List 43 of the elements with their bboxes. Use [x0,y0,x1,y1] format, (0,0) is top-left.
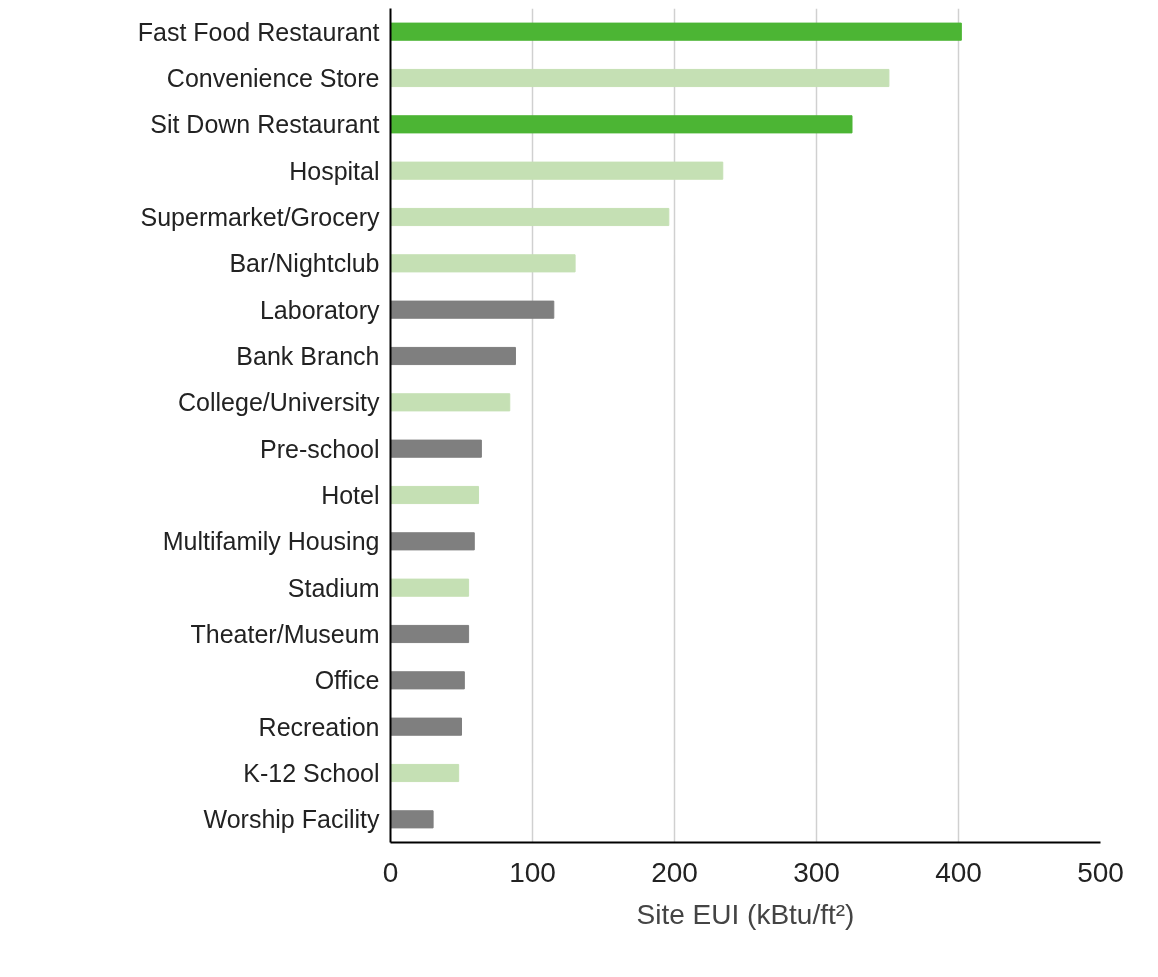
bar [390,485,480,505]
y-tick-label: Convenience Store [166,64,380,92]
y-tick-label: Recreation [258,712,380,741]
bar [390,207,670,227]
bar [390,532,475,551]
bar [390,115,853,134]
y-tick-label: Bank Branch [236,342,380,370]
bar [390,68,890,88]
bar [390,346,516,366]
y-tick-label: Bar/Nightclub [229,249,380,278]
y-tick-label: College/University [178,388,380,417]
bar [390,439,482,458]
x-tick-label: 200 [651,856,698,888]
y-tick-label: Stadium [287,573,380,602]
y-tick-label: Supermarket/Grocery [140,203,380,231]
bar [390,624,470,644]
x-tick-label: 400 [935,856,982,888]
bar [390,254,576,273]
y-tick-label: Theater/Museum [190,620,380,648]
bar [390,161,724,180]
y-tick-label: Worship Facility [203,805,380,834]
x-tick-label: 100 [509,856,556,888]
x-tick-label: 300 [793,856,840,888]
bar [390,300,555,319]
bar [390,578,470,597]
y-tick-label: K-12 School [243,759,380,787]
bar [390,393,511,412]
y-tick-label: Hospital [289,156,380,185]
y-tick-label: Laboratory [259,295,380,324]
bar [390,717,462,736]
x-tick-label: 0 [382,856,399,888]
y-tick-label: Office [314,666,380,695]
y-tick-label: Hotel [321,481,380,509]
bar [390,22,962,41]
x-axis-title: Site EUI (kBtu/ft²) [636,898,855,930]
y-tick-label: Fast Food Restaurant [137,17,380,46]
bar [390,671,465,690]
y-tick-label: Pre-school [260,434,380,463]
bar [390,763,460,783]
x-tick-label: 500 [1077,856,1124,888]
bar [390,810,434,829]
y-tick-label: Sit Down Restaurant [150,110,380,139]
y-tick-label: Multifamily Housing [162,527,380,556]
